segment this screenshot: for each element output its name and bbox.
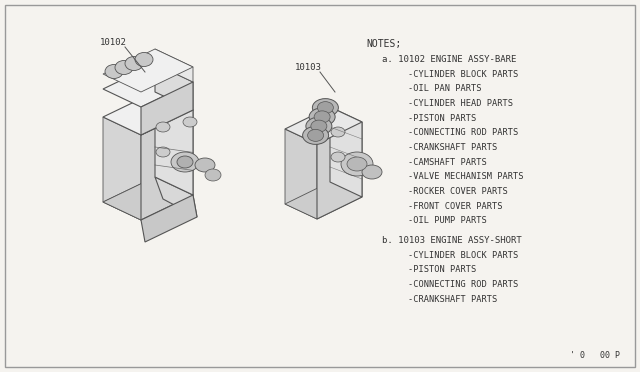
Polygon shape bbox=[155, 92, 193, 195]
Ellipse shape bbox=[177, 156, 193, 168]
Ellipse shape bbox=[183, 117, 197, 127]
Text: -OIL PAN PARTS: -OIL PAN PARTS bbox=[408, 84, 481, 93]
Text: -PISTON PARTS: -PISTON PARTS bbox=[408, 114, 476, 123]
Ellipse shape bbox=[331, 152, 345, 162]
Text: 10103: 10103 bbox=[295, 62, 322, 71]
Polygon shape bbox=[103, 92, 193, 135]
Polygon shape bbox=[103, 177, 193, 220]
Text: -CRANKSHAFT PARTS: -CRANKSHAFT PARTS bbox=[408, 143, 497, 152]
Polygon shape bbox=[155, 64, 193, 110]
Text: -FRONT COVER PARTS: -FRONT COVER PARTS bbox=[408, 202, 502, 211]
Text: -VALVE MECHANISM PARTS: -VALVE MECHANISM PARTS bbox=[408, 172, 523, 181]
Text: -CAMSHAFT PARTS: -CAMSHAFT PARTS bbox=[408, 158, 486, 167]
Polygon shape bbox=[141, 82, 193, 135]
Polygon shape bbox=[141, 110, 193, 220]
Polygon shape bbox=[285, 107, 362, 144]
Ellipse shape bbox=[311, 120, 327, 132]
Ellipse shape bbox=[171, 152, 199, 172]
Text: -OIL PUMP PARTS: -OIL PUMP PARTS bbox=[408, 216, 486, 225]
Ellipse shape bbox=[341, 152, 373, 176]
Text: -PISTON PARTS: -PISTON PARTS bbox=[408, 266, 476, 275]
Ellipse shape bbox=[314, 111, 330, 123]
Text: a. 10102 ENGINE ASSY-BARE: a. 10102 ENGINE ASSY-BARE bbox=[382, 55, 516, 64]
Text: 10102: 10102 bbox=[100, 38, 127, 46]
Polygon shape bbox=[155, 177, 197, 217]
Polygon shape bbox=[285, 129, 317, 219]
Ellipse shape bbox=[115, 61, 133, 74]
Polygon shape bbox=[330, 107, 362, 197]
Polygon shape bbox=[141, 195, 197, 242]
Ellipse shape bbox=[303, 126, 328, 144]
Polygon shape bbox=[103, 49, 193, 92]
Text: -CYLINDER BLOCK PARTS: -CYLINDER BLOCK PARTS bbox=[408, 70, 518, 79]
Polygon shape bbox=[103, 64, 193, 107]
Ellipse shape bbox=[125, 57, 143, 71]
Polygon shape bbox=[285, 182, 362, 219]
Ellipse shape bbox=[195, 158, 215, 172]
Text: -CYLINDER HEAD PARTS: -CYLINDER HEAD PARTS bbox=[408, 99, 513, 108]
Ellipse shape bbox=[308, 129, 324, 141]
Ellipse shape bbox=[105, 64, 123, 78]
Ellipse shape bbox=[312, 99, 339, 117]
Ellipse shape bbox=[309, 108, 335, 126]
Polygon shape bbox=[103, 117, 141, 220]
Ellipse shape bbox=[156, 147, 170, 157]
Text: b. 10103 ENGINE ASSY-SHORT: b. 10103 ENGINE ASSY-SHORT bbox=[382, 236, 522, 245]
Polygon shape bbox=[155, 49, 193, 82]
Polygon shape bbox=[317, 122, 362, 219]
Ellipse shape bbox=[362, 165, 382, 179]
Ellipse shape bbox=[331, 127, 345, 137]
Text: -ROCKER COVER PARTS: -ROCKER COVER PARTS bbox=[408, 187, 508, 196]
Ellipse shape bbox=[347, 157, 367, 171]
Text: -CONNECTING ROD PARTS: -CONNECTING ROD PARTS bbox=[408, 280, 518, 289]
Text: -CRANKSHAFT PARTS: -CRANKSHAFT PARTS bbox=[408, 295, 497, 304]
Ellipse shape bbox=[156, 122, 170, 132]
Ellipse shape bbox=[317, 102, 333, 113]
Polygon shape bbox=[103, 177, 193, 220]
Text: NOTES;: NOTES; bbox=[366, 39, 401, 49]
Text: ' 0   00 P: ' 0 00 P bbox=[570, 351, 620, 360]
Ellipse shape bbox=[306, 117, 332, 135]
Ellipse shape bbox=[205, 169, 221, 181]
Ellipse shape bbox=[135, 52, 153, 67]
Text: -CYLINDER BLOCK PARTS: -CYLINDER BLOCK PARTS bbox=[408, 251, 518, 260]
Text: -CONNECTING ROD PARTS: -CONNECTING ROD PARTS bbox=[408, 128, 518, 137]
